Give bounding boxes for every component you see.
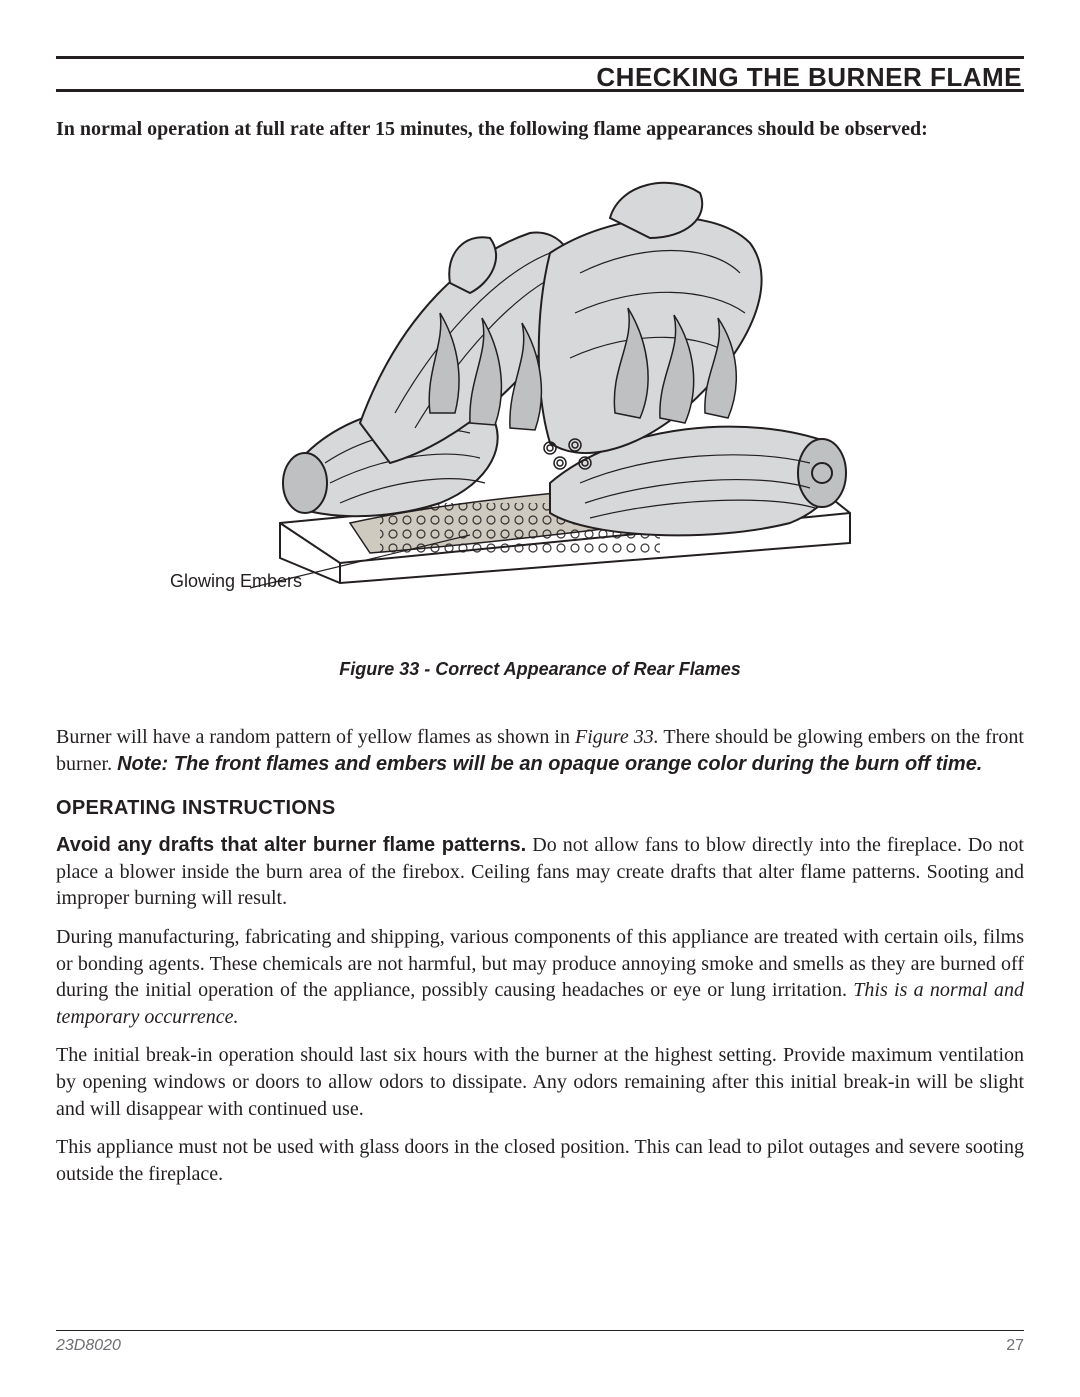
footer-page-number: 27 xyxy=(1006,1337,1024,1355)
paragraph-breakin: The initial break-in operation should la… xyxy=(56,1042,1024,1122)
p1-pre: Burner will have a random pattern of yel… xyxy=(56,726,575,748)
figure-caption: Figure 33 - Correct Appearance of Rear F… xyxy=(56,659,1024,680)
intro-text: In normal operation at full rate after 1… xyxy=(56,116,1024,143)
paragraph-drafts: Avoid any drafts that alter burner flame… xyxy=(56,832,1024,912)
paragraph-manufacturing: During manufacturing, fabricating and sh… xyxy=(56,924,1024,1030)
p1-figref: Figure 33. xyxy=(575,726,659,748)
figure-33: Glowing Embers xyxy=(56,163,1024,603)
paragraph-burner-pattern: Burner will have a random pattern of yel… xyxy=(56,724,1024,777)
section-header-rule: CHECKING THE BURNER FLAME xyxy=(56,56,1024,92)
footer-doc-id: 23D8020 xyxy=(56,1337,121,1355)
section-title: CHECKING THE BURNER FLAME xyxy=(56,59,1024,95)
p1-note: Note: The front flames and embers will b… xyxy=(117,753,982,775)
p2-bold: Avoid any drafts that alter burner flame… xyxy=(56,834,526,856)
operating-instructions-heading: OPERATING INSTRUCTIONS xyxy=(56,797,1024,820)
paragraph-glass-doors: This appliance must not be used with gla… xyxy=(56,1134,1024,1187)
ember-label: Glowing Embers xyxy=(170,571,302,592)
page: CHECKING THE BURNER FLAME In normal oper… xyxy=(0,0,1080,1397)
burner-illustration xyxy=(190,163,890,603)
page-footer: 23D8020 27 xyxy=(56,1330,1024,1355)
